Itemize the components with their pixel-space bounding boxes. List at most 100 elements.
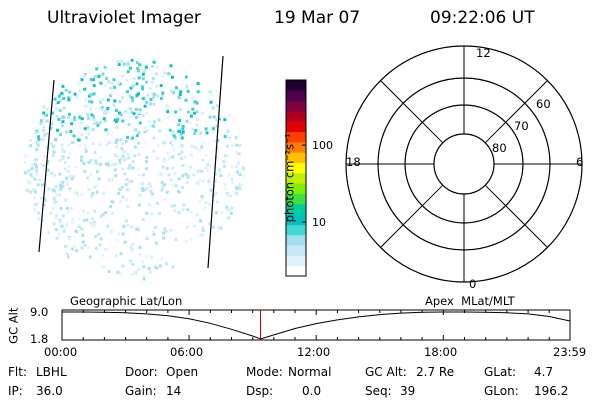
uv-pixel: [181, 124, 185, 128]
uv-pixel: [69, 96, 73, 100]
uv-pixel: [86, 246, 90, 250]
y-bottom-label: 1.8: [30, 332, 49, 346]
uv-pixel: [89, 159, 93, 162]
uv-pixel: [30, 163, 34, 167]
uv-pixel: [126, 61, 130, 65]
uv-pixel: [170, 143, 174, 147]
color-bar-cell: [286, 121, 306, 133]
uv-pixel: [95, 67, 99, 71]
uv-pixel: [208, 115, 212, 119]
uv-pixel: [99, 81, 103, 85]
uv-pixel: [121, 233, 125, 236]
uv-pixel: [227, 216, 231, 220]
uv-pixel: [211, 127, 215, 131]
uv-pixel: [124, 139, 128, 143]
uv-pixel: [125, 78, 129, 82]
info-gcalt-value: 2.7 Re: [416, 365, 455, 379]
uv-pixel: [106, 98, 110, 102]
uv-pixel: [58, 188, 62, 192]
uv-pixel: [36, 183, 40, 187]
uv-pixel: [181, 127, 185, 131]
uv-pixel: [162, 160, 166, 164]
info-gcalt-key: GC Alt:: [365, 365, 407, 379]
uv-pixel: [159, 172, 163, 176]
uv-pixel: [101, 191, 105, 195]
uv-pixel: [238, 186, 242, 190]
uv-pixel: [119, 252, 123, 256]
uv-pixel: [87, 117, 90, 120]
uv-pixel: [133, 270, 137, 274]
uv-pixel: [155, 266, 159, 270]
uv-pixel: [134, 128, 138, 132]
color-bar-cell: [286, 110, 306, 122]
uv-pixel: [41, 183, 44, 187]
uv-pixel: [81, 240, 85, 244]
uv-pixel: [238, 173, 242, 177]
uv-pixel: [165, 167, 169, 170]
uv-pixel: [137, 152, 141, 156]
color-bar-cell: [286, 131, 306, 143]
uv-pixel: [152, 136, 156, 140]
uv-pixel: [174, 110, 178, 114]
uv-image: [23, 55, 246, 281]
uv-pixel: [130, 180, 134, 183]
uv-pixel: [104, 247, 108, 251]
uv-pixel: [226, 154, 230, 158]
uv-pixel: [54, 185, 58, 189]
uv-pixel: [115, 145, 118, 149]
uv-pixel: [122, 150, 126, 154]
uv-pixel: [201, 179, 205, 183]
uv-pixel: [242, 174, 246, 178]
uv-pixel: [190, 96, 194, 100]
uv-pixel: [114, 162, 118, 166]
uv-pixel: [130, 272, 134, 276]
uv-pixel: [61, 155, 65, 159]
uv-pixel: [97, 75, 101, 78]
uv-pixel: [132, 77, 136, 80]
uv-pixel: [201, 233, 204, 237]
uv-pixel: [188, 121, 192, 125]
uv-pixel: [216, 200, 219, 204]
uv-pixel: [115, 138, 119, 142]
uv-pixel: [120, 147, 124, 151]
uv-pixel: [96, 64, 100, 68]
uv-pixel: [136, 267, 140, 271]
uv-pixel: [200, 145, 204, 149]
uv-pixel: [152, 95, 156, 99]
uv-pixel: [83, 127, 87, 131]
uv-pixel: [163, 198, 167, 201]
uv-pixel: [178, 93, 182, 96]
uv-pixel: [37, 217, 41, 221]
uv-pixel: [104, 211, 108, 214]
uv-pixel: [119, 157, 123, 161]
color-bar-cell: [286, 224, 306, 236]
uv-pixel: [49, 126, 53, 130]
uv-pixel: [66, 179, 69, 183]
uv-pixel: [34, 163, 37, 167]
uv-pixel: [163, 183, 167, 187]
uv-pixel: [29, 173, 33, 177]
color-bar-cell: [286, 255, 306, 267]
uv-pixel: [70, 122, 74, 126]
uv-pixel: [172, 91, 176, 95]
uv-pixel: [46, 106, 50, 110]
color-bar-tick-label: 100: [312, 139, 333, 152]
uv-pixel: [80, 78, 84, 82]
uv-pixel: [34, 158, 38, 161]
uv-pixel: [99, 214, 103, 218]
uv-pixel: [165, 106, 169, 110]
uv-pixel: [94, 184, 98, 188]
uv-pixel: [43, 154, 47, 158]
uv-pixel: [186, 174, 190, 178]
uv-pixel: [65, 252, 68, 256]
uv-pixel: [141, 72, 145, 76]
uv-pixel: [154, 241, 158, 245]
uv-pixel: [37, 135, 40, 139]
color-bar-cell: [286, 214, 306, 225]
uv-pixel: [215, 124, 219, 128]
uv-pixel: [131, 159, 135, 163]
uv-pixel: [119, 113, 123, 117]
uv-pixel: [114, 254, 118, 258]
uv-pixel: [126, 152, 130, 156]
uv-pixel: [128, 107, 132, 111]
